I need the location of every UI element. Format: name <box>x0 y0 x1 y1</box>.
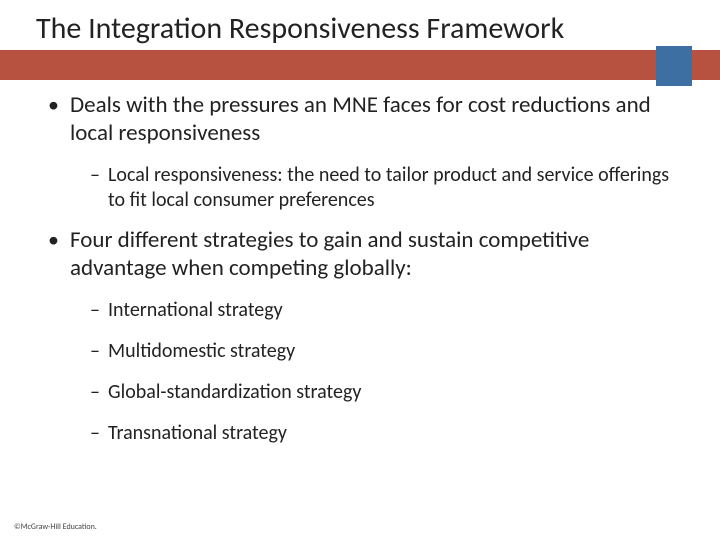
list-item: – Global-standardization strategy <box>90 380 680 405</box>
list-item: – Multidomestic strategy <box>90 339 680 364</box>
list-item: – Local responsiveness: the need to tail… <box>90 163 680 213</box>
accent-bar <box>0 50 720 80</box>
sub-bullet-text: Transnational strategy <box>108 421 287 446</box>
bullet-list: • Deals with the pressures an MNE faces … <box>48 92 680 147</box>
copyright-text: ©McGraw-Hill Education. <box>14 522 97 532</box>
dash-icon: – <box>90 380 108 405</box>
content-area: • Deals with the pressures an MNE faces … <box>48 92 680 462</box>
sub-bullet-text: Local responsiveness: the need to tailor… <box>108 163 680 213</box>
list-item: – International strategy <box>90 298 680 323</box>
bullet-icon: • <box>48 227 70 253</box>
sub-bullet-text: International strategy <box>108 298 283 323</box>
list-item: • Deals with the pressures an MNE faces … <box>48 92 680 147</box>
dash-icon: – <box>90 339 108 364</box>
sub-list: – International strategy – Multidomestic… <box>90 298 680 446</box>
bullet-text: Deals with the pressures an MNE faces fo… <box>70 92 680 147</box>
list-item: • Four different strategies to gain and … <box>48 227 680 282</box>
slide: The Integration Responsiveness Framework… <box>0 0 720 540</box>
sub-bullet-text: Multidomestic strategy <box>108 339 295 364</box>
sub-list: – Local responsiveness: the need to tail… <box>90 163 680 213</box>
bullet-text: Four different strategies to gain and su… <box>70 227 680 282</box>
blue-block <box>656 46 692 86</box>
sub-bullet-text: Global-standardization strategy <box>108 380 361 405</box>
dash-icon: – <box>90 421 108 446</box>
slide-title: The Integration Responsiveness Framework <box>36 10 692 47</box>
bullet-list: • Four different strategies to gain and … <box>48 227 680 282</box>
list-item: – Transnational strategy <box>90 421 680 446</box>
dash-icon: – <box>90 163 108 188</box>
bullet-icon: • <box>48 92 70 118</box>
dash-icon: – <box>90 298 108 323</box>
